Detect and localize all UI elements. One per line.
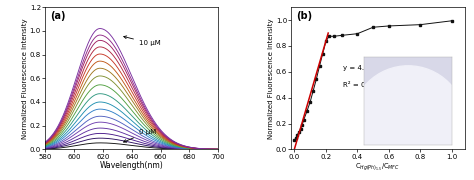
Text: R² = 0.99356: R² = 0.99356 xyxy=(343,82,390,88)
Text: y = 4.4x-0.046: y = 4.4x-0.046 xyxy=(343,65,395,71)
Y-axis label: Normalized Fluorescence Intensity: Normalized Fluorescence Intensity xyxy=(268,18,274,139)
Text: 10 μM: 10 μM xyxy=(124,36,161,46)
Text: (a): (a) xyxy=(50,12,66,21)
Text: 0 μM: 0 μM xyxy=(124,129,156,142)
Text: (b): (b) xyxy=(296,12,312,21)
X-axis label: C$_{Hg(Ph)_{1.5}}$/C$_{MFC}$: C$_{Hg(Ph)_{1.5}}$/C$_{MFC}$ xyxy=(356,161,400,172)
Y-axis label: Normalized Fluorescence Intensity: Normalized Fluorescence Intensity xyxy=(22,18,28,139)
X-axis label: Wavelength(nm): Wavelength(nm) xyxy=(100,161,164,170)
